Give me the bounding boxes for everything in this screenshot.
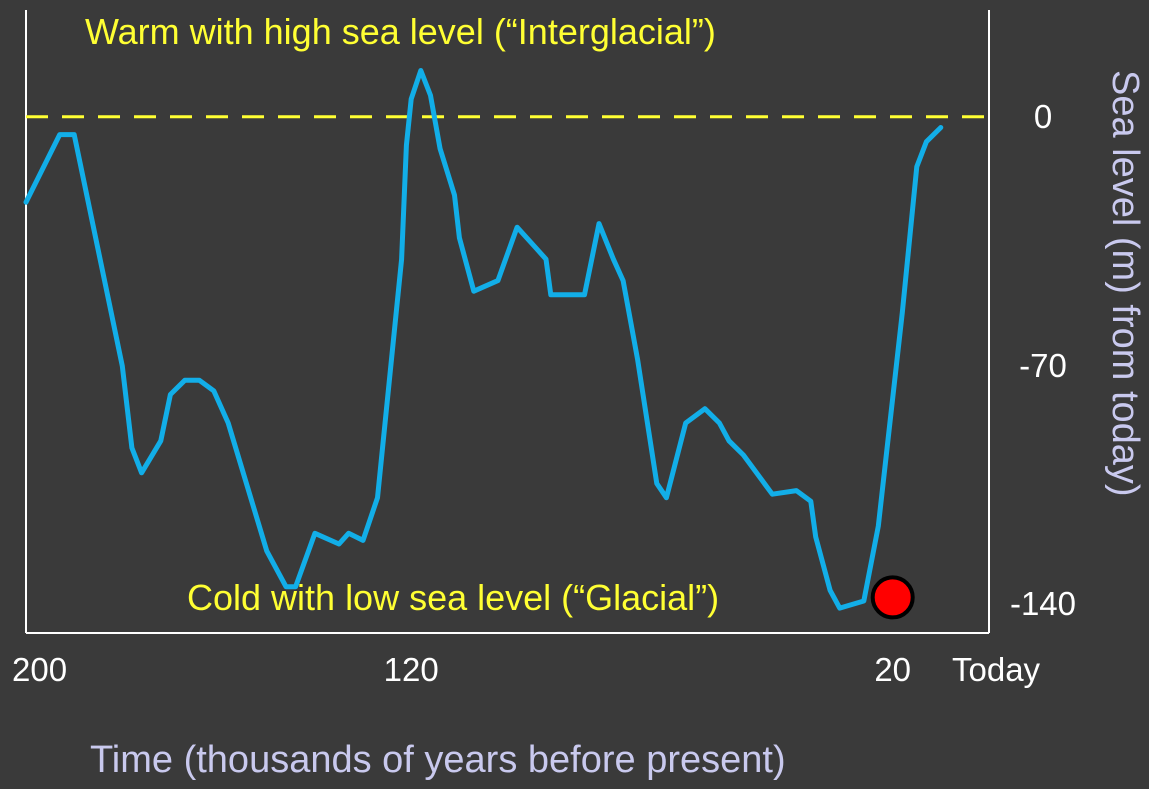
y-tick-label: -140 xyxy=(1010,585,1076,622)
x-tick-label: 20 xyxy=(874,651,911,688)
y-tick-label: 0 xyxy=(1034,98,1052,135)
y-tick-label: -70 xyxy=(1019,347,1067,384)
x-tick-label: Today xyxy=(952,651,1041,688)
x-tick-label: 120 xyxy=(384,651,439,688)
sea-level-series-line xyxy=(23,68,944,611)
last-glacial-maximum-marker xyxy=(870,575,915,620)
y-axis-title: Sea level (m) from today) xyxy=(1104,70,1146,497)
interglacial-annotation: Warm with high sea level (“Interglacial”… xyxy=(85,11,716,52)
y-axis-tick-labels: 0 -70 -140 xyxy=(1010,98,1076,622)
x-axis-tick-labels: 200 120 20 Today xyxy=(12,651,1041,688)
x-tick-label: 200 xyxy=(12,651,67,688)
glacial-annotation: Cold with low sea level (“Glacial”) xyxy=(187,577,719,618)
x-axis-title: Time (thousands of years before present) xyxy=(90,739,786,781)
